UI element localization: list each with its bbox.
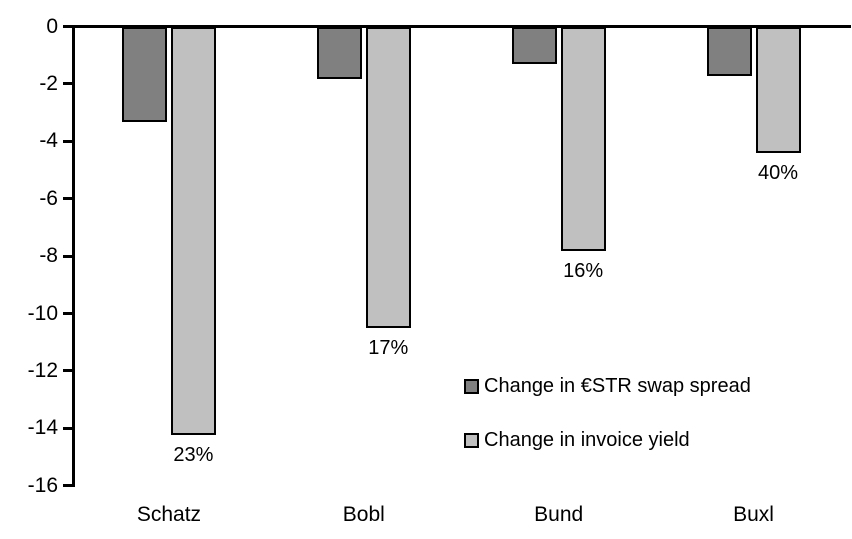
bar-bund-series1 (511, 27, 557, 65)
bar-bund-series2 (560, 27, 606, 251)
y-axis-tick (62, 426, 72, 430)
y-axis-tick (62, 312, 72, 315)
y-tick-label: -2 (39, 71, 58, 95)
y-axis-tick (62, 484, 72, 488)
legend-swatch-icon (464, 432, 479, 448)
y-axis-tick (62, 139, 72, 143)
x-category-label-buxl: Buxl (733, 503, 774, 526)
legend-entry-series1: Change in €STR swap spread (464, 375, 751, 397)
y-axis-tick (62, 369, 72, 373)
y-tick-label: -6 (39, 186, 58, 210)
y-axis-tick (62, 254, 72, 258)
x-axis-zero-line (71, 25, 851, 28)
y-tick-label: -12 (27, 358, 58, 382)
y-axis-tick (62, 25, 72, 28)
bar-buxl-series2 (755, 27, 801, 154)
bar-bobl-series1 (316, 27, 362, 79)
chart-legend: Change in €STR swap spread Change in invo… (464, 375, 751, 483)
bar-value-label: 17% (368, 337, 409, 360)
x-category-label-bobl: Bobl (342, 503, 385, 526)
y-axis-line (71, 25, 75, 488)
bar-schatz-series1 (121, 27, 167, 122)
bar-schatz-series2 (170, 27, 216, 435)
bar-value-label: 40% (758, 162, 799, 185)
y-axis-tick (62, 197, 72, 201)
y-axis-tick (62, 82, 72, 86)
bar-value-label: 23% (173, 443, 214, 466)
bar-bobl-series2 (365, 27, 411, 329)
legend-label: Change in invoice yield (484, 428, 690, 451)
y-tick-label: -8 (39, 244, 58, 268)
y-tick-label: -4 (39, 129, 58, 153)
y-tick-label: -14 (27, 416, 58, 440)
y-tick-label: -10 (27, 301, 58, 325)
y-tick-label: 0 (46, 14, 58, 38)
bar-value-label: 16% (563, 259, 604, 282)
legend-entry-series2: Change in invoice yield (464, 429, 751, 451)
y-tick-label: -16 (27, 473, 58, 497)
x-category-label-bund: Bund (534, 503, 584, 526)
legend-swatch-icon (464, 378, 479, 394)
x-category-label-schatz: Schatz (136, 503, 202, 526)
bar-buxl-series1 (706, 27, 752, 76)
legend-label: Change in €STR swap spread (484, 374, 751, 397)
